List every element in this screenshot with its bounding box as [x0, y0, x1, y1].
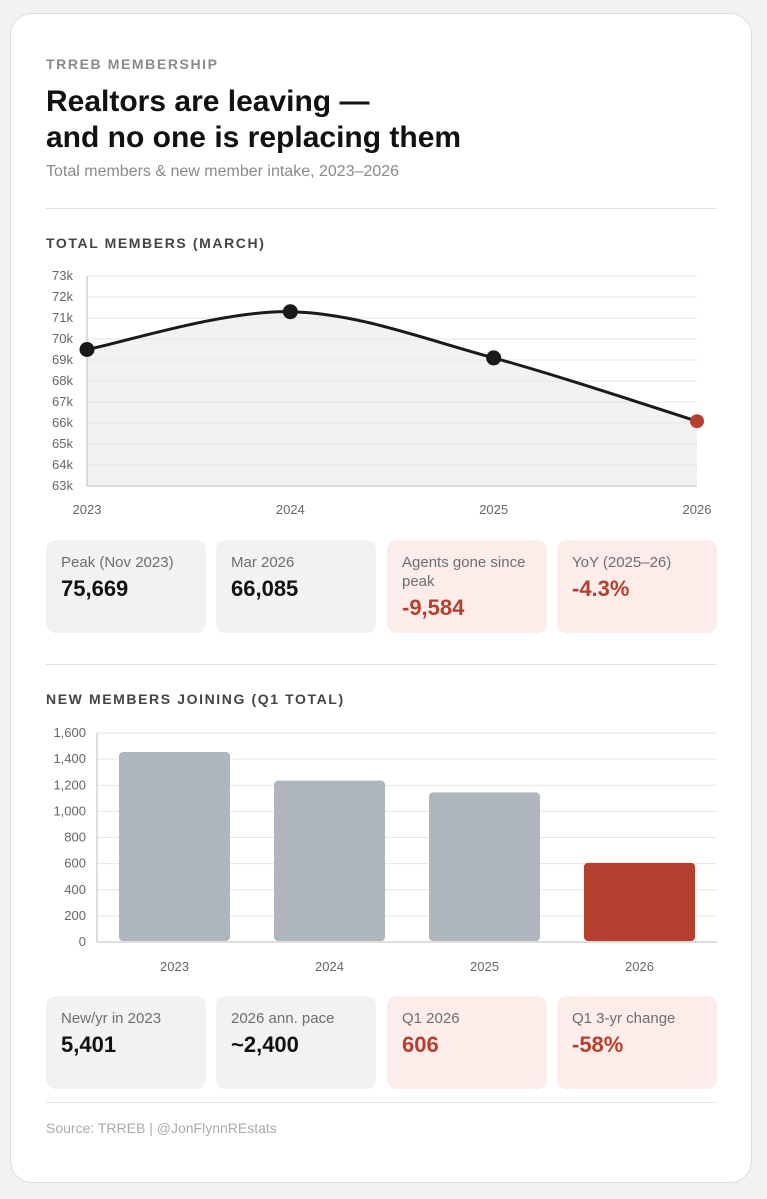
line-y-tick-label: 72k — [52, 289, 73, 304]
line-area-fill — [87, 311, 697, 486]
line-point-highlight — [690, 414, 704, 429]
bar-y-tick-label: 1,200 — [53, 777, 86, 792]
bar — [119, 751, 230, 941]
line-y-tick-label: 66k — [52, 415, 73, 430]
page-title: Realtors are leaving — and no one is rep… — [46, 84, 461, 156]
stat-card: YoY (2025–26) -4.3% — [557, 540, 717, 633]
stat-value: 75,669 — [61, 576, 129, 601]
line-x-tick-label: 2025 — [479, 502, 508, 517]
line-y-tick-label: 63k — [52, 478, 73, 493]
stat-label: New/yr in 2023 — [61, 1010, 162, 1027]
line-y-tick-label: 64k — [52, 457, 73, 472]
stat-card: Q1 2026 606 — [387, 996, 547, 1089]
stat-label: YoY (2025–26) — [572, 554, 672, 571]
bar-chart-title: NEW MEMBERS JOINING (Q1 TOTAL) — [46, 691, 345, 707]
bar — [429, 792, 540, 941]
line-point — [282, 304, 298, 320]
bar — [274, 780, 385, 941]
stat-card: Agents gone since peak -9,584 — [387, 540, 547, 633]
bar-x-tick-label: 2023 — [160, 959, 189, 974]
stat-value: 5,401 — [61, 1032, 117, 1057]
line-y-tick-label: 67k — [52, 394, 73, 409]
stat-label: Q1 3-yr change — [572, 1010, 676, 1027]
line-point — [79, 342, 95, 357]
line-y-tick-label: 68k — [52, 373, 73, 388]
bar-y-tick-label: 800 — [64, 830, 86, 845]
stat-label: Agents gone since peak — [402, 554, 526, 590]
line-y-tick-label: 69k — [52, 352, 73, 367]
stat-card: 2026 ann. pace ~2,400 — [216, 996, 376, 1089]
bar-x-tick-label: 2024 — [315, 959, 344, 974]
stat-card: Q1 3-yr change -58% — [557, 996, 717, 1089]
divider-top — [46, 208, 717, 209]
bar-y-tick-label: 0 — [79, 934, 86, 949]
source-footer: Source: TRREB | @JonFlynnREstats — [46, 1120, 277, 1136]
stat-card: New/yr in 2023 5,401 — [46, 996, 206, 1089]
bar-y-tick-label: 200 — [64, 908, 86, 923]
divider-middle — [46, 664, 717, 665]
eyebrow-label: TRREB MEMBERSHIP — [46, 56, 219, 72]
line-x-tick-label: 2026 — [683, 502, 712, 517]
line-series — [86, 310, 698, 423]
bar-highlight — [584, 862, 695, 941]
title-line-1: Realtors are leaving — — [46, 85, 370, 118]
line-y-tick-label: 71k — [52, 310, 73, 325]
stat-value: -4.3% — [572, 576, 630, 601]
bar-y-tick-label: 1,600 — [53, 725, 86, 740]
line-point — [486, 350, 502, 366]
stat-label: Q1 2026 — [402, 1010, 460, 1027]
bar-y-tick-label: 400 — [64, 882, 86, 897]
stat-value: 606 — [402, 1032, 439, 1057]
stat-label: 2026 ann. pace — [231, 1010, 335, 1027]
bar-x-tick-label: 2025 — [470, 959, 499, 974]
stat-label: Peak (Nov 2023) — [61, 554, 174, 571]
bar-chart: 0 200 400 600 800 1,000 1,200 1,400 1,600 2023 202… — [53, 725, 717, 974]
stat-value: ~2,400 — [231, 1032, 299, 1057]
stat-card: Mar 2026 66,085 — [216, 540, 376, 633]
stat-value: -9,584 — [402, 595, 465, 620]
title-line-2: and no one is replacing them — [46, 121, 462, 154]
line-y-tick-label: 73k — [52, 268, 73, 283]
bar-y-tick-label: 600 — [64, 856, 86, 871]
line-chart: 63k 64k 65k 66k 67k 68k 69k 70k 71k 72k 73k 2023 202… — [52, 268, 712, 517]
stat-card: Peak (Nov 2023) 75,669 — [46, 540, 206, 633]
bar-y-tick-label: 1,000 — [53, 803, 86, 818]
line-x-tick-label: 2023 — [73, 502, 102, 517]
stat-label: Mar 2026 — [231, 554, 295, 571]
subtitle: Total members & new member intake, 2023–… — [46, 163, 400, 180]
line-chart-title: TOTAL MEMBERS (MARCH) — [46, 235, 266, 251]
stat-value: -58% — [572, 1032, 624, 1057]
bar-x-tick-label: 2026 — [625, 959, 654, 974]
line-y-tick-label: 70k — [52, 331, 73, 346]
stat-value: 66,085 — [231, 576, 299, 601]
divider-bottom — [46, 1102, 717, 1103]
line-y-tick-label: 65k — [52, 436, 73, 451]
bar-y-tick-label: 1,400 — [53, 751, 86, 766]
line-x-tick-label: 2024 — [276, 502, 305, 517]
